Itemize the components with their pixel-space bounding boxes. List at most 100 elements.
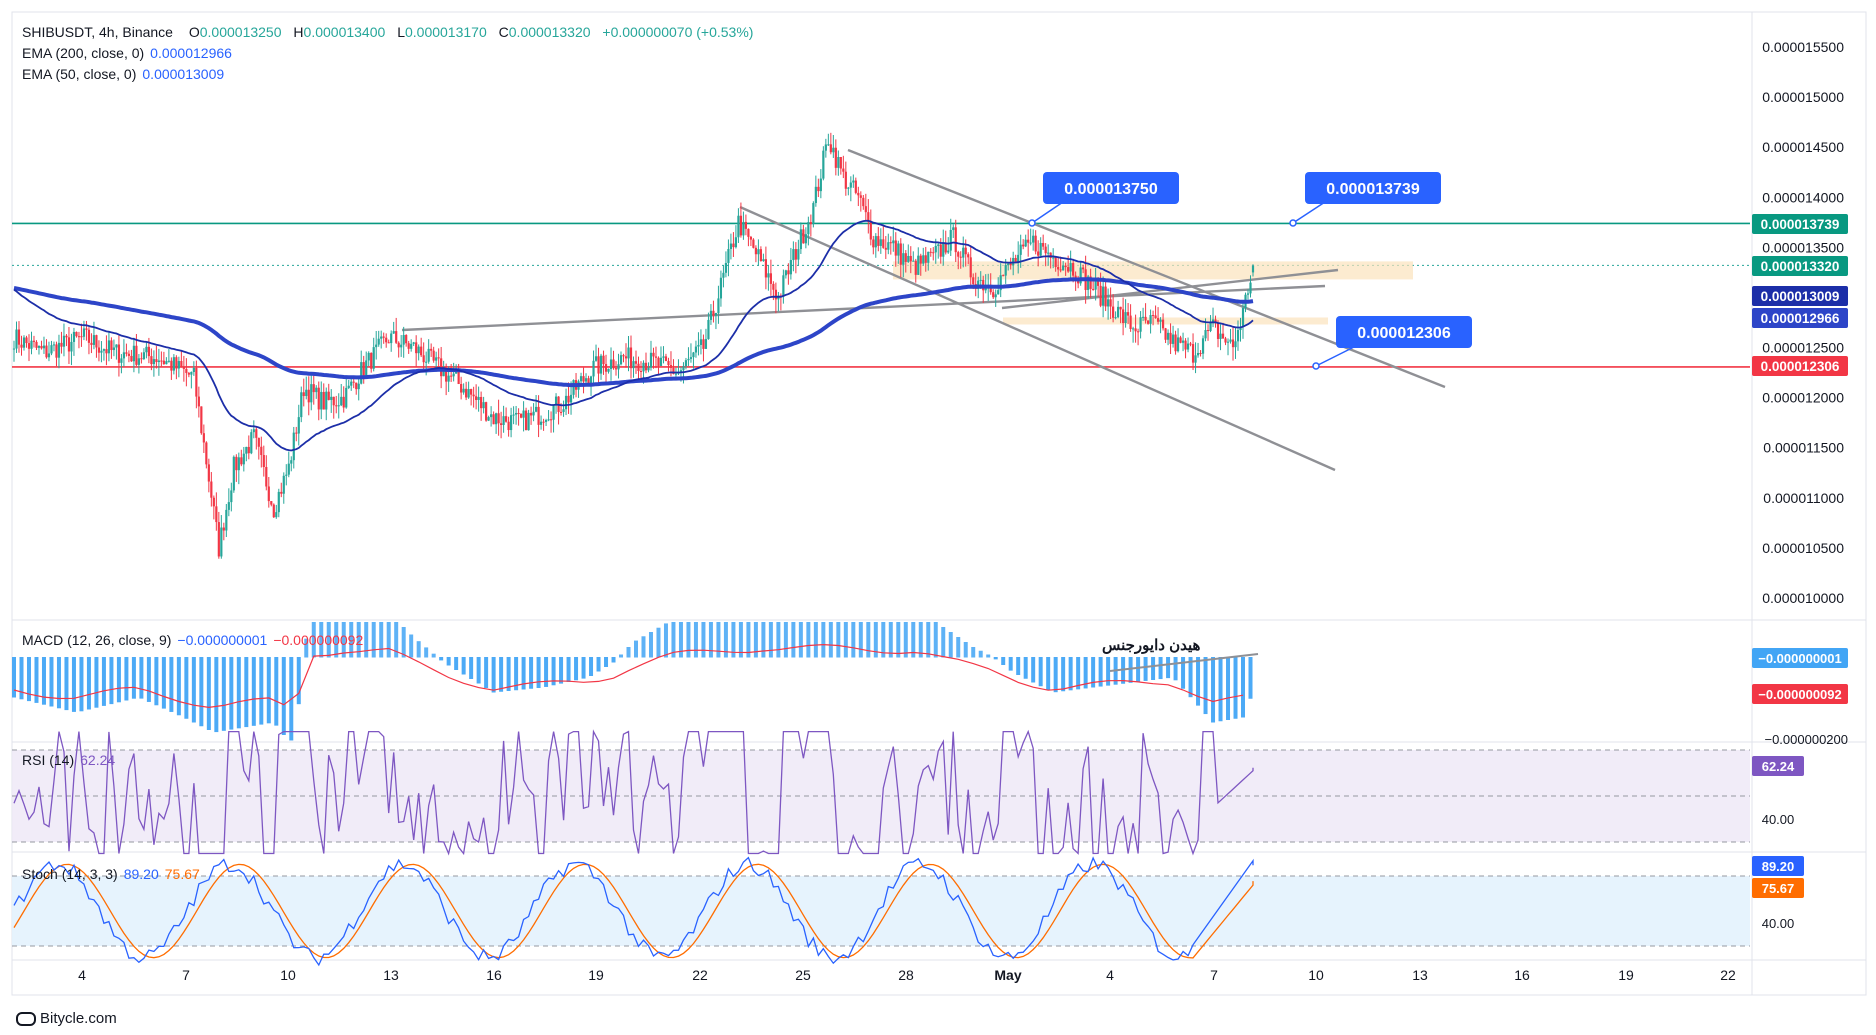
candle-body: [177, 361, 180, 369]
x-tick-label: 16: [486, 967, 502, 983]
ema200-legend: EMA (200, close, 0) 0.000012966: [22, 45, 232, 61]
candle-body: [1009, 263, 1012, 266]
candle-body: [749, 236, 753, 240]
candle-body: [257, 437, 260, 447]
macd-histogram-bar: [821, 622, 826, 658]
candle-body: [1151, 315, 1155, 317]
macd-histogram-bar: [229, 657, 234, 730]
candle-body: [1069, 263, 1072, 272]
candle-body: [624, 356, 628, 359]
candle-body: [262, 455, 265, 468]
candle-body: [382, 336, 385, 338]
candle-body: [395, 331, 398, 343]
candle-body: [1134, 328, 1137, 332]
candle-body: [1211, 319, 1215, 323]
macd-histogram-bar: [911, 622, 916, 658]
candle-body: [372, 347, 375, 369]
candle-body: [82, 328, 86, 337]
macd-histogram-bar: [161, 657, 166, 709]
candle-body: [150, 356, 153, 365]
macd-histogram-bar: [49, 657, 54, 707]
high-value: 0.000013400: [303, 24, 386, 40]
stoch-k-axis-tag-label: 89.20: [1762, 859, 1795, 874]
macd-histogram-bar: [1008, 657, 1013, 671]
candle-body: [87, 329, 91, 343]
macd-histogram-bar: [1158, 657, 1163, 680]
candle-body: [757, 249, 760, 255]
candle-body: [225, 509, 228, 531]
candle-body: [1169, 332, 1172, 344]
candle-body: [867, 212, 870, 222]
macd-histogram-bar: [109, 657, 114, 705]
candle-body: [387, 342, 390, 344]
macd-histogram-bar: [1001, 657, 1006, 665]
candle-body: [1004, 264, 1007, 276]
candle-body: [742, 221, 745, 236]
low-label: L: [397, 24, 405, 40]
candle-body: [370, 352, 373, 369]
rsi-pane[interactable]: [12, 729, 1750, 856]
candle-body: [97, 347, 101, 353]
candle-body: [1131, 328, 1135, 330]
macd-histogram-bar: [206, 657, 211, 730]
candle-body: [1049, 252, 1052, 258]
candle-body: [644, 362, 648, 371]
candle-body: [642, 362, 645, 372]
candle-body: [60, 342, 63, 347]
candle-body: [1017, 254, 1020, 263]
candle-body: [857, 192, 860, 196]
macd-histogram-bar: [311, 622, 316, 658]
candle-body: [265, 467, 268, 487]
candle-body: [227, 502, 230, 510]
candle-body: [350, 381, 353, 386]
candle-body: [377, 338, 380, 345]
price-pane[interactable]: 0.000013750 0.000013739 0.000012306: [12, 132, 1750, 559]
candle-body: [817, 186, 820, 192]
candle-body: [172, 357, 175, 371]
candle-body: [587, 378, 590, 384]
candle-body: [222, 527, 225, 531]
candle-body: [120, 358, 123, 363]
candle-body: [759, 249, 762, 261]
macd-histogram-bar: [1241, 657, 1246, 718]
stoch-pane[interactable]: [12, 856, 1750, 967]
macd-histogram-bar: [716, 622, 721, 658]
candle-body: [1209, 322, 1212, 331]
candle-body: [302, 392, 305, 397]
candle-body: [567, 395, 570, 403]
candle-body: [789, 260, 792, 275]
candle-body: [727, 249, 730, 263]
candle-body: [432, 350, 435, 361]
candle-body: [15, 329, 18, 349]
candle-body: [892, 240, 895, 244]
candle-body: [142, 352, 145, 360]
candle-body: [534, 406, 538, 412]
candle-body: [185, 368, 188, 373]
candle-body: [834, 147, 837, 168]
candle-body: [457, 371, 460, 385]
candle-body: [1094, 280, 1097, 290]
candle-body: [514, 413, 518, 415]
candle-body: [447, 375, 450, 382]
candle-body: [192, 367, 195, 373]
callout-anchor: [1312, 362, 1320, 370]
candle-body: [1201, 338, 1205, 354]
candle-body: [664, 356, 668, 361]
macd-pane[interactable]: [12, 622, 1259, 741]
candle-body: [70, 341, 73, 352]
candle-body: [430, 348, 433, 351]
macd-histogram-bar: [604, 657, 609, 667]
candle-body: [362, 362, 365, 376]
candle-body: [205, 442, 208, 465]
price-axis-tag-label: 0.000012966: [1761, 311, 1840, 326]
macd-histogram-bar: [1016, 657, 1021, 675]
candle-body: [325, 391, 328, 410]
candle-body: [337, 405, 340, 407]
macd-histogram-bar: [663, 623, 668, 658]
macd-histogram-bar: [888, 622, 893, 658]
candle-body: [1174, 334, 1177, 352]
candle-body: [689, 357, 693, 359]
candle-body: [697, 344, 700, 347]
candle-body: [792, 249, 795, 261]
high-label: H: [293, 24, 304, 40]
